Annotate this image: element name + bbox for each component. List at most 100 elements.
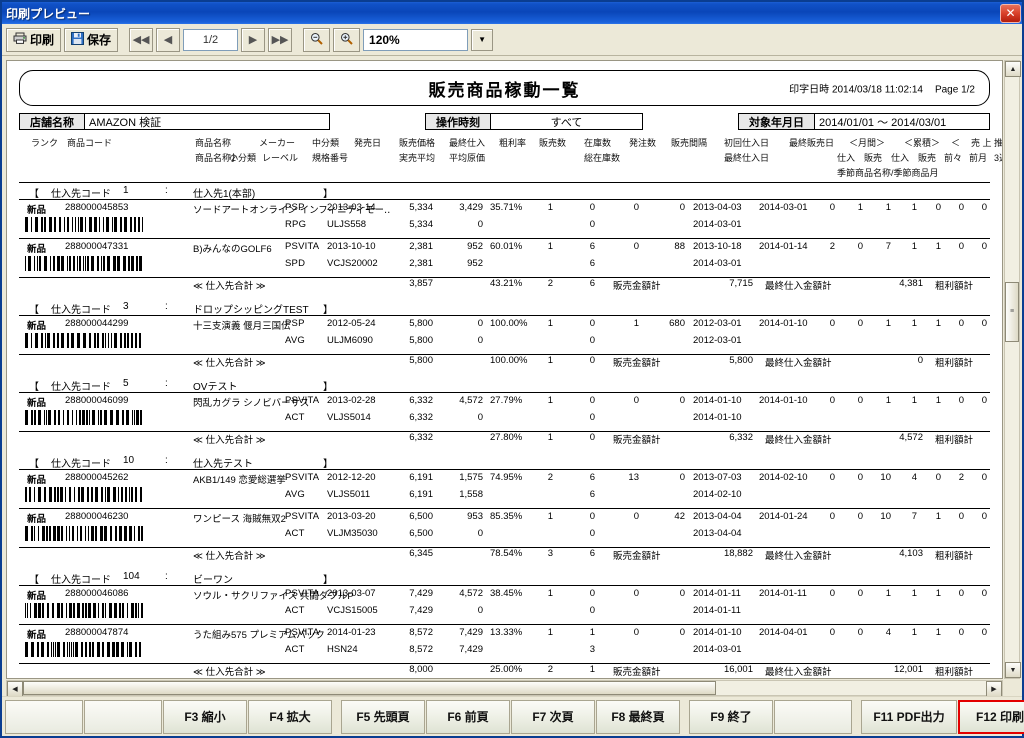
- row-product-name: B)みんなのGOLF6: [193, 244, 272, 255]
- report-print-stamp: 印字日時 2014/03/18 11:02:14 Page 1/2: [789, 81, 975, 96]
- row-price: 8,572: [409, 627, 433, 638]
- row-trend-2: 0: [981, 202, 987, 213]
- row-first-purchase-date: 2014-01-10: [693, 395, 742, 406]
- horizontal-scrollbar[interactable]: ◀ ▶: [6, 680, 1003, 696]
- row-barcode: [25, 410, 143, 425]
- table-row: 新品 288000044299 十三支演義 偃月三国伝 PSP 2012-05-24 5,…: [17, 316, 992, 354]
- function-button-f6[interactable]: F6 前頁: [426, 699, 510, 734]
- row-trend-0: 0: [935, 472, 941, 483]
- row-rank: 新品: [27, 591, 47, 602]
- subtotal-price: 8,000: [409, 664, 433, 675]
- subtotal-sales-amount: 16,001: [723, 664, 753, 675]
- print-button[interactable]: 印刷: [6, 27, 62, 52]
- vertical-scrollbar[interactable]: ▲ ≡ ▼: [1004, 60, 1021, 679]
- row-stock-qty: 0: [589, 395, 595, 406]
- header-rule: [19, 182, 990, 183]
- row-stock-qty: 0: [589, 511, 595, 522]
- subtotal-last-purchase-amount: 12,001: [893, 664, 923, 675]
- subtotal-label: ≪ 仕入先合計 ≫: [193, 281, 266, 292]
- table-row: 新品 288000047874 うた組み575 プレミアムパック PSVITA 2014…: [17, 625, 992, 663]
- row-rule: [19, 238, 990, 239]
- row-trend-0: 1: [935, 241, 941, 252]
- subtotal-price: 3,857: [409, 278, 433, 289]
- vertical-scroll-track[interactable]: ≡: [1005, 77, 1019, 662]
- subtotal-last-purchase-label: 最終仕入金額計: [765, 358, 832, 369]
- row-jan-code: 288000046086: [65, 588, 129, 599]
- row-trend-0: 1: [935, 318, 941, 329]
- subtotal-margin: 78.54%: [490, 548, 523, 559]
- row-stock-qty: 0: [589, 318, 595, 329]
- row-sale-interval: 0: [679, 627, 685, 638]
- function-button-f9[interactable]: F9 終了: [689, 699, 773, 734]
- subtotal-stock: 6: [589, 278, 595, 289]
- horizontal-scroll-thumb[interactable]: [23, 681, 717, 695]
- function-button-f4[interactable]: F4 拡大: [248, 699, 332, 734]
- function-button-blank-0: [5, 699, 83, 734]
- function-button-f11[interactable]: F11 PDF出力: [861, 699, 957, 734]
- printer-icon: [13, 32, 27, 47]
- row-trend-1: 0: [958, 511, 964, 522]
- row-trend-3: 0: [992, 588, 1002, 599]
- row-maker: PSP: [285, 202, 305, 213]
- horizontal-scroll-track[interactable]: [23, 681, 986, 695]
- row-trend-3: 2: [992, 472, 1002, 483]
- section-rule: [19, 585, 990, 586]
- column-header-l1-2: 商品名称: [195, 138, 232, 148]
- row-avg-cost: 7,429: [459, 644, 483, 655]
- function-button-f5[interactable]: F5 先頭頁: [341, 699, 425, 734]
- last-page-button[interactable]: ▶▶: [268, 27, 293, 52]
- row-sale-interval: 0: [679, 202, 685, 213]
- filter-label-store: 店舗名称: [19, 113, 85, 130]
- row-rank: 新品: [27, 398, 47, 409]
- row-trend-0: 0: [935, 202, 941, 213]
- row-jan-code: 288000045853: [65, 202, 129, 213]
- function-button-f7[interactable]: F7 次頁: [511, 699, 595, 734]
- scroll-right-icon[interactable]: ▶: [986, 681, 1002, 696]
- row-spec-number: HSN24: [327, 644, 358, 655]
- row-label: AVG: [285, 335, 305, 346]
- function-button-f3[interactable]: F3 縮小: [163, 699, 247, 734]
- column-header-l2-11: 販売: [918, 153, 937, 163]
- subtotal-sold: 1: [547, 432, 553, 443]
- subtotal-sales-amount-label: 販売金額計: [613, 281, 661, 292]
- report-content: 販売商品稼動一覧 印字日時 2014/03/18 11:02:14 Page 1/2…: [7, 61, 1002, 678]
- subtotal-gross-profit: 5,800: [992, 355, 1002, 366]
- supplier-bracket-close: 】: [323, 382, 333, 393]
- prev-page-button[interactable]: ◀: [156, 27, 181, 52]
- page-number-field[interactable]: 1/2: [183, 28, 239, 51]
- column-header-l1-17: ＜: [951, 138, 961, 148]
- next-page-button[interactable]: ▶: [241, 27, 266, 52]
- column-header-l1-11: 発注数: [629, 138, 657, 148]
- zoom-out-button[interactable]: [303, 27, 331, 52]
- subtotal-sales-amount: 5,800: [729, 355, 753, 366]
- row-release-date: 2013-03-14: [327, 202, 376, 213]
- subtotal-gross-profit: 4,000: [992, 664, 1002, 675]
- function-button-f8[interactable]: F8 最終頁: [596, 699, 680, 734]
- zoom-level-field[interactable]: 120%: [363, 28, 469, 51]
- row-trend-3: 0: [992, 202, 1002, 213]
- zoom-in-button[interactable]: [333, 27, 361, 52]
- row-last-cost: 952: [467, 241, 483, 252]
- scroll-up-icon[interactable]: ▲: [1005, 61, 1021, 77]
- row-rule: [19, 354, 990, 355]
- chevron-down-icon[interactable]: ▼: [471, 28, 494, 51]
- section-rule: [19, 392, 990, 393]
- scroll-down-icon[interactable]: ▼: [1005, 662, 1021, 678]
- column-header-l1-9: 販売数: [539, 138, 567, 148]
- save-button[interactable]: 保存: [64, 27, 119, 52]
- close-icon[interactable]: ✕: [1000, 3, 1021, 23]
- row-trend-1: 0: [958, 202, 964, 213]
- scroll-left-icon[interactable]: ◀: [7, 681, 23, 696]
- column-header-l2-0: 商品名称2: [195, 153, 237, 163]
- subtotal-last-purchase-label: 最終仕入金額計: [765, 281, 832, 292]
- row-monthly-in: 2: [829, 241, 835, 252]
- row-trend-1: 2: [958, 472, 964, 483]
- first-page-button[interactable]: ◀◀: [129, 27, 154, 52]
- row-cumulative-out: 1: [911, 588, 917, 599]
- row-order-qty: 0: [633, 627, 639, 638]
- function-button-f12[interactable]: F12 印刷: [958, 699, 1024, 734]
- supplier-name: 仕入先テスト: [193, 459, 253, 470]
- vertical-scroll-thumb[interactable]: ≡: [1005, 281, 1019, 342]
- row-order-qty: 13: [628, 472, 639, 483]
- row-avg-price: 6,191: [409, 489, 433, 500]
